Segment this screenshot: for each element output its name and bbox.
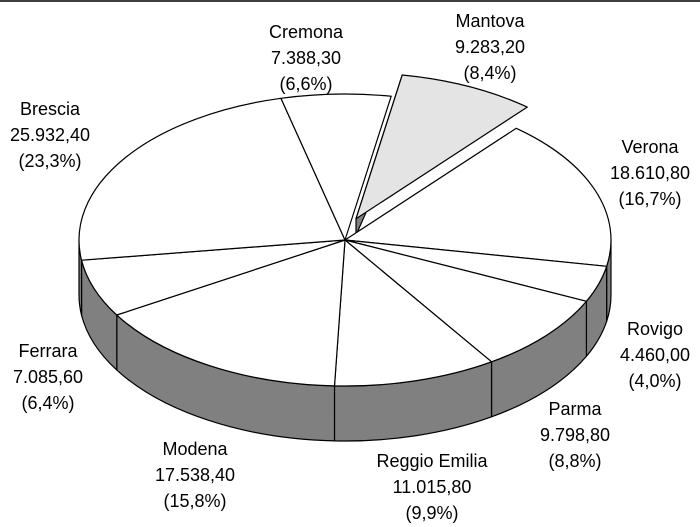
value-label: 25.932,40 (10, 125, 90, 145)
percentage-label: (23,3%) (18, 151, 81, 171)
slice (116, 239, 346, 387)
labels: Mantova 9.283,20 (8,4%) Verona 18.610,80 (16,… (10, 11, 690, 523)
slice (78, 97, 346, 261)
slice (333, 239, 493, 387)
slice (355, 74, 528, 220)
slice-label: Mantova (455, 11, 525, 31)
percentage-label: (9,9%) (405, 503, 458, 523)
slice (280, 93, 392, 241)
percentage-label: (4,0%) (628, 371, 681, 391)
percentage-label: (15,8%) (163, 491, 226, 511)
percentage-label: (8,4%) (463, 63, 516, 83)
slice-label: Rovigo (627, 319, 683, 339)
tops (78, 74, 612, 387)
percentage-label: (6,4%) (21, 393, 74, 413)
slice-label: Modena (162, 439, 228, 459)
slice-label: Cremona (269, 22, 344, 42)
slice-label: Verona (621, 137, 679, 157)
slice (344, 127, 612, 267)
slice-label: Brescia (20, 99, 81, 119)
value-label: 7.388,30 (271, 48, 341, 68)
slice (344, 239, 588, 363)
value-label: 4.460,00 (620, 345, 690, 365)
value-label: 9.798,80 (540, 425, 610, 445)
percentage-label: (16,7%) (618, 189, 681, 209)
slice-label: Parma (548, 399, 602, 419)
value-label: 9.283,20 (455, 37, 525, 57)
slice-label: Reggio Emilia (376, 451, 488, 471)
value-label: 11.015,80 (393, 477, 472, 497)
value-label: 18.610,80 (610, 163, 690, 183)
percentage-label: (8,8%) (548, 451, 601, 471)
percentage-label: (6,6%) (279, 74, 332, 94)
value-label: 17.538,40 (155, 465, 235, 485)
slice-label: Ferrara (18, 341, 78, 361)
value-label: 7.085,60 (13, 367, 83, 387)
